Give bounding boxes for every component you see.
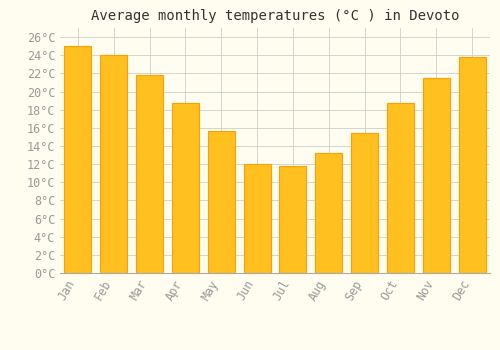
Bar [387, 103, 414, 273]
Bar [100, 55, 127, 273]
Bar [458, 57, 485, 273]
Bar [136, 75, 163, 273]
Bar [172, 103, 199, 273]
Bar [423, 78, 450, 273]
Title: Average monthly temperatures (°C ) in Devoto: Average monthly temperatures (°C ) in De… [91, 9, 459, 23]
Bar [351, 133, 378, 273]
Bar [280, 166, 306, 273]
Bar [244, 164, 270, 273]
Bar [208, 132, 234, 273]
Bar [64, 46, 92, 273]
Bar [316, 153, 342, 273]
